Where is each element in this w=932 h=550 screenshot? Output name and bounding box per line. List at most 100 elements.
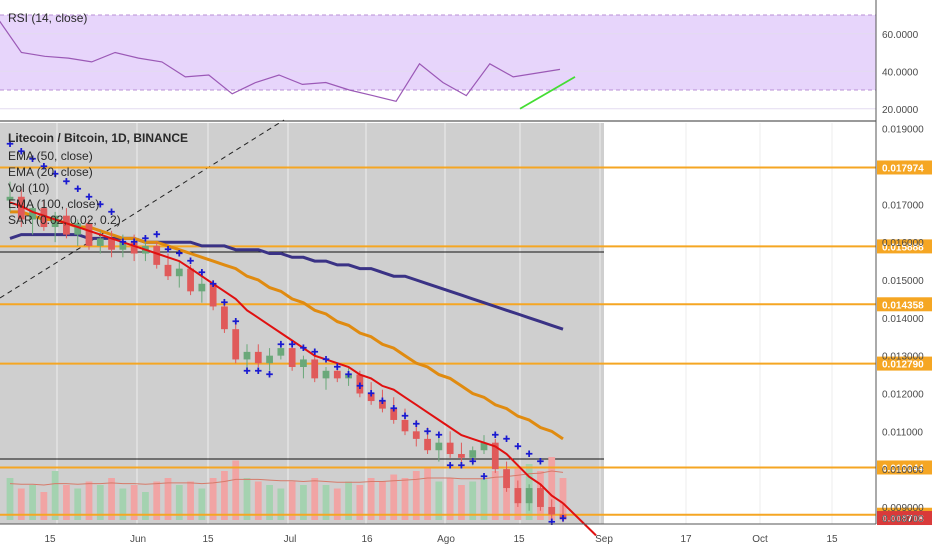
sar-point: ✚ <box>74 185 82 195</box>
candle-body <box>175 268 183 277</box>
x-tick-label: 16 <box>361 534 373 545</box>
sar-point: ✚ <box>164 246 172 256</box>
volume-bar <box>243 478 251 520</box>
volume-bar <box>175 485 183 520</box>
ema20-projection <box>562 502 597 537</box>
sar-point: ✚ <box>63 178 71 188</box>
price-tick-label: 0.009000 <box>882 503 924 514</box>
sar-point: ✚ <box>243 367 251 377</box>
sar-point: ✚ <box>458 461 466 471</box>
candle-body <box>379 401 386 409</box>
volume-bar <box>108 478 115 520</box>
price-tick-label: 0.008000 <box>882 514 924 525</box>
x-tick-label: 15 <box>826 534 838 545</box>
volume-bar <box>379 481 386 520</box>
sar-point: ✚ <box>232 318 240 328</box>
candle-body <box>74 223 82 235</box>
level-label-1: 0.015888 <box>882 242 924 253</box>
volume-bar <box>209 478 217 520</box>
volume-bar <box>266 485 273 520</box>
sar-point: ✚ <box>345 371 353 381</box>
volume-bar <box>480 478 488 520</box>
volume-bar <box>446 478 454 520</box>
level-label-box-2 <box>877 297 932 312</box>
candle-body <box>130 242 138 254</box>
sar-point: ✚ <box>514 442 522 452</box>
sar-point: ✚ <box>480 473 488 483</box>
sar-point: ✚ <box>288 340 296 350</box>
sar-point: ✚ <box>187 257 195 267</box>
volume-bar <box>277 488 285 520</box>
price-tick-label: 0.012000 <box>882 389 924 400</box>
x-tick-label: 15 <box>513 534 525 545</box>
volume-bar <box>142 492 149 520</box>
sar-point: ✚ <box>221 299 229 309</box>
volume-bar <box>187 481 194 520</box>
candle-body <box>514 488 522 504</box>
sar-point: ✚ <box>537 458 545 468</box>
price-tick-label: 0.011000 <box>882 427 923 438</box>
volume-bar <box>164 478 172 520</box>
volume-bar <box>63 485 70 520</box>
candle-body <box>559 514 567 519</box>
volume-bar <box>345 481 352 520</box>
sar-point: ✚ <box>356 382 364 392</box>
volume-bar <box>198 488 206 520</box>
level-label-box-3 <box>877 356 932 371</box>
sar-point: ✚ <box>97 200 105 210</box>
sar-point: ✚ <box>18 147 26 157</box>
rsi-band <box>0 15 876 90</box>
candle-body <box>243 351 251 360</box>
rsi-tick-label: 40.0000 <box>882 67 919 78</box>
volume-bar <box>559 478 567 520</box>
ema50-line <box>10 210 564 441</box>
sar-point: ✚ <box>311 348 319 358</box>
candle-body <box>266 355 273 364</box>
level-label-box-0 <box>877 160 932 175</box>
legend-ema100: EMA (100, close) <box>8 197 99 211</box>
volume-bar <box>40 492 48 520</box>
candle-body <box>288 348 296 368</box>
candle-body <box>300 359 307 368</box>
candle-body <box>187 268 194 292</box>
volume-bar <box>130 485 138 520</box>
price-tick-label: 0.019000 <box>882 125 924 136</box>
x-tick-label: 17 <box>680 534 692 545</box>
candle-body <box>412 431 420 439</box>
volume-bar <box>322 485 330 520</box>
sar-point: ✚ <box>130 238 138 248</box>
sar-point: ✚ <box>153 231 161 241</box>
sar-point: ✚ <box>142 234 150 244</box>
x-tick-label: Jul <box>284 534 297 545</box>
sar-point: ✚ <box>503 435 511 445</box>
x-tick-label: Ago <box>437 534 455 545</box>
candle-body <box>469 450 477 458</box>
volume-bar <box>254 481 262 520</box>
legend-vol: Vol (10) <box>8 181 49 195</box>
sar-point: ✚ <box>548 518 556 528</box>
price-tick-label: 0.013000 <box>882 352 924 363</box>
candle-body <box>96 238 104 246</box>
sar-point: ✚ <box>413 420 421 430</box>
diagonal-trendline <box>0 119 285 299</box>
legend-ema50: EMA (50, close) <box>8 149 93 163</box>
candle-body <box>153 245 161 265</box>
price-marker-label: 0.008708 <box>882 514 924 525</box>
sar-point: ✚ <box>559 514 567 524</box>
price-tick-label: 0.017000 <box>882 200 924 211</box>
sar-point: ✚ <box>525 450 533 460</box>
price-marker-box <box>877 511 932 526</box>
candle-body <box>198 283 206 292</box>
level-label-2: 0.014358 <box>882 300 924 311</box>
sar-point: ✚ <box>176 250 184 260</box>
volume-bar <box>85 481 93 520</box>
candle-body <box>322 370 330 379</box>
candle-body <box>40 208 48 228</box>
sar-point: ✚ <box>198 268 206 278</box>
candle-body <box>480 442 488 451</box>
sar-point: ✚ <box>300 344 308 354</box>
sar-point: ✚ <box>6 140 14 150</box>
sar-point: ✚ <box>255 367 263 377</box>
legend-ema20: EMA (20, close) <box>8 165 93 179</box>
